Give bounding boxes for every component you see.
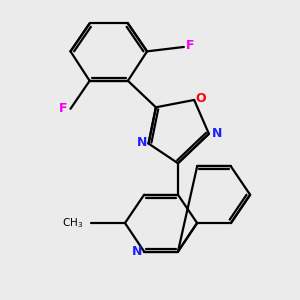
Text: F: F <box>186 39 195 52</box>
Text: N: N <box>132 245 142 258</box>
Text: N: N <box>212 127 222 140</box>
Text: N: N <box>137 136 147 148</box>
Text: CH$_3$: CH$_3$ <box>62 216 83 230</box>
Text: F: F <box>59 102 68 115</box>
Text: O: O <box>195 92 206 105</box>
